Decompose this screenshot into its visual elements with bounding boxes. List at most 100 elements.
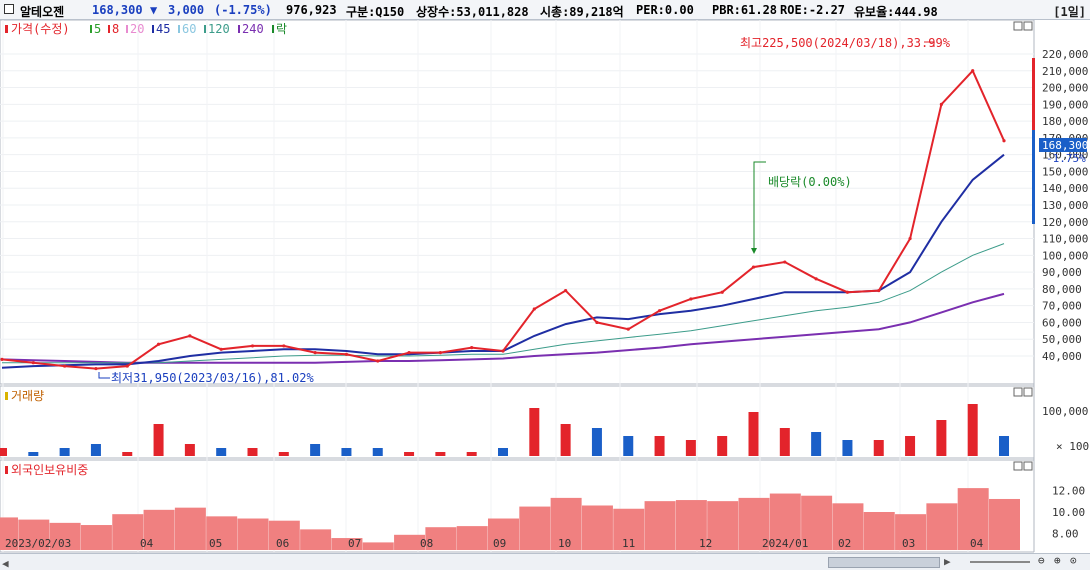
volume-bar xyxy=(967,404,978,456)
x-tick-label: 07 xyxy=(348,537,361,550)
panel-close-icon[interactable] xyxy=(1023,461,1033,471)
legend-ma-20: 20 xyxy=(130,22,144,36)
volume-bar xyxy=(999,436,1009,456)
legend-ma-swatch xyxy=(108,25,110,33)
bottom-scrollbar[interactable]: ◀ ▶ ⊖ ⊕ ⊙ xyxy=(0,553,1090,570)
zoom-reset-icon[interactable]: ⊙ xyxy=(1070,554,1077,567)
per-value: PER:0.00 xyxy=(636,3,694,17)
panel-close-icon[interactable] xyxy=(1023,21,1033,31)
y-tick-label: 220,000 xyxy=(1042,48,1088,61)
volume-bar xyxy=(498,448,508,456)
price-change: 3,000 xyxy=(168,3,205,17)
reserve-ratio: 유보율:444.98 xyxy=(854,5,938,19)
scroll-thumb[interactable] xyxy=(828,557,940,568)
price-lines xyxy=(0,69,1006,371)
price-point xyxy=(814,277,818,281)
panel-minimize-icon[interactable] xyxy=(1013,461,1023,471)
volume-title: 거래량 xyxy=(11,389,44,403)
legend-ma-120: 120 xyxy=(208,22,230,36)
foreign-ratio-bar xyxy=(989,498,1020,550)
current-price-marker: 168,300 -1.75% xyxy=(1032,58,1088,224)
stock-header-bar: 알테오젠 168,300 ▼ 3,000 (-1.75%) 976,923 구분… xyxy=(0,0,1090,20)
scroll-left-icon[interactable]: ◀ xyxy=(2,557,9,570)
x-tick-label: 12 xyxy=(699,537,712,550)
current-pct-tag: -1.75% xyxy=(1046,152,1086,165)
x-tick-label: 09 xyxy=(493,537,506,550)
zoom-out-icon[interactable]: ⊖ xyxy=(1038,554,1045,567)
foreign-ratio-bar xyxy=(644,501,676,550)
zoom-in-icon[interactable]: ⊕ xyxy=(1054,554,1061,567)
price-point xyxy=(125,364,129,368)
legend-ma-swatch xyxy=(238,25,240,33)
select-checkbox[interactable] xyxy=(4,4,14,14)
foreign-ratio-bar xyxy=(143,509,175,550)
volume-bar xyxy=(90,444,101,456)
legend-ma-swatch xyxy=(152,25,154,33)
foreign-ratio-bar xyxy=(895,514,927,550)
low-label: 최저31,950(2023/03/16),81.02% xyxy=(111,371,314,385)
y-tick-label: 200,000 xyxy=(1042,82,1088,95)
price-point xyxy=(720,290,724,294)
foreign-ratio-bar xyxy=(237,518,269,550)
scroll-right-icon[interactable]: ▶ xyxy=(944,555,951,568)
y-tick-label: 180,000 xyxy=(1042,115,1088,128)
price-point xyxy=(877,288,881,293)
price-change-pct: (-1.75%) xyxy=(214,3,272,17)
legend-price-label: 가격(수정) xyxy=(11,22,70,36)
panel-minimize-icon[interactable] xyxy=(1013,21,1023,31)
market-type: 구분:Q150 xyxy=(346,5,405,19)
y-tick-label: 100,000 xyxy=(1042,249,1088,262)
price-point xyxy=(564,288,568,293)
volume-bar xyxy=(310,444,321,456)
x-tick-label: 04 xyxy=(140,537,154,550)
legend-ma-swatch xyxy=(90,25,92,33)
stock-name[interactable]: 알테오젠 xyxy=(20,5,65,19)
volume-bar xyxy=(466,452,477,456)
volume-bar xyxy=(842,440,853,456)
price-point xyxy=(971,69,975,73)
y-tick-label: 100,000 xyxy=(1042,405,1088,418)
legend-ma-swatch xyxy=(178,25,180,33)
volume-bar xyxy=(685,440,696,456)
volume-bar xyxy=(748,412,759,456)
volume-bar xyxy=(59,448,70,456)
volume-bar xyxy=(184,444,195,456)
x-tick-label: 2024/01 xyxy=(762,537,808,550)
period-selector[interactable]: [1일] xyxy=(1053,5,1086,19)
volume-bar xyxy=(28,452,39,456)
foreign-ratio-bar xyxy=(206,516,238,550)
foreign-ratio-bar xyxy=(0,517,18,550)
gridlines xyxy=(0,20,1034,552)
price-panel xyxy=(0,20,1035,385)
y-tick-label: × 100 xyxy=(1056,440,1089,453)
panel-minimize-icon[interactable] xyxy=(1013,387,1023,397)
x-tick-label: 10 xyxy=(558,537,571,550)
stock-chart[interactable]: 220,000210,000200,000190,000180,000170,0… xyxy=(0,20,1090,553)
foreign-ratio-bars xyxy=(0,488,1020,550)
legend-dividend-swatch xyxy=(272,25,274,33)
price-point xyxy=(63,364,67,368)
foreign-ratio-bar xyxy=(488,518,519,550)
foreign-ratio-bar xyxy=(738,497,770,550)
panel-controls[interactable] xyxy=(1013,21,1033,471)
price-point xyxy=(751,265,756,269)
high-annotation: 최고225,500(2024/03/18),33.99% xyxy=(740,36,951,50)
foreign-ratio-bar xyxy=(112,514,144,550)
roe-value: ROE:-2.27 xyxy=(780,3,846,17)
y-tick-label: 120,000 xyxy=(1042,216,1088,229)
price-point xyxy=(407,351,411,355)
foreign-ratio-bar xyxy=(394,534,426,550)
foreign-title: 외국인보유비중 xyxy=(11,463,88,477)
price-point xyxy=(31,361,35,365)
volume-bar xyxy=(529,408,540,456)
zoom-slider[interactable] xyxy=(970,561,1030,563)
price-point xyxy=(689,297,693,301)
trade-volume: 976,923 xyxy=(286,3,337,17)
y-tick-label: 40,000 xyxy=(1042,350,1082,363)
foreign-ratio-bar xyxy=(613,508,645,550)
x-axis-ticks: 2023/02/03 04 05 06 07 08 09 10 11 12 2024/01 02 03 0… xyxy=(5,537,984,550)
legend-ma-swatch xyxy=(204,25,206,33)
foreign-ratio-bar xyxy=(581,505,613,550)
panel-close-icon[interactable] xyxy=(1023,387,1033,397)
price-point xyxy=(219,347,223,351)
